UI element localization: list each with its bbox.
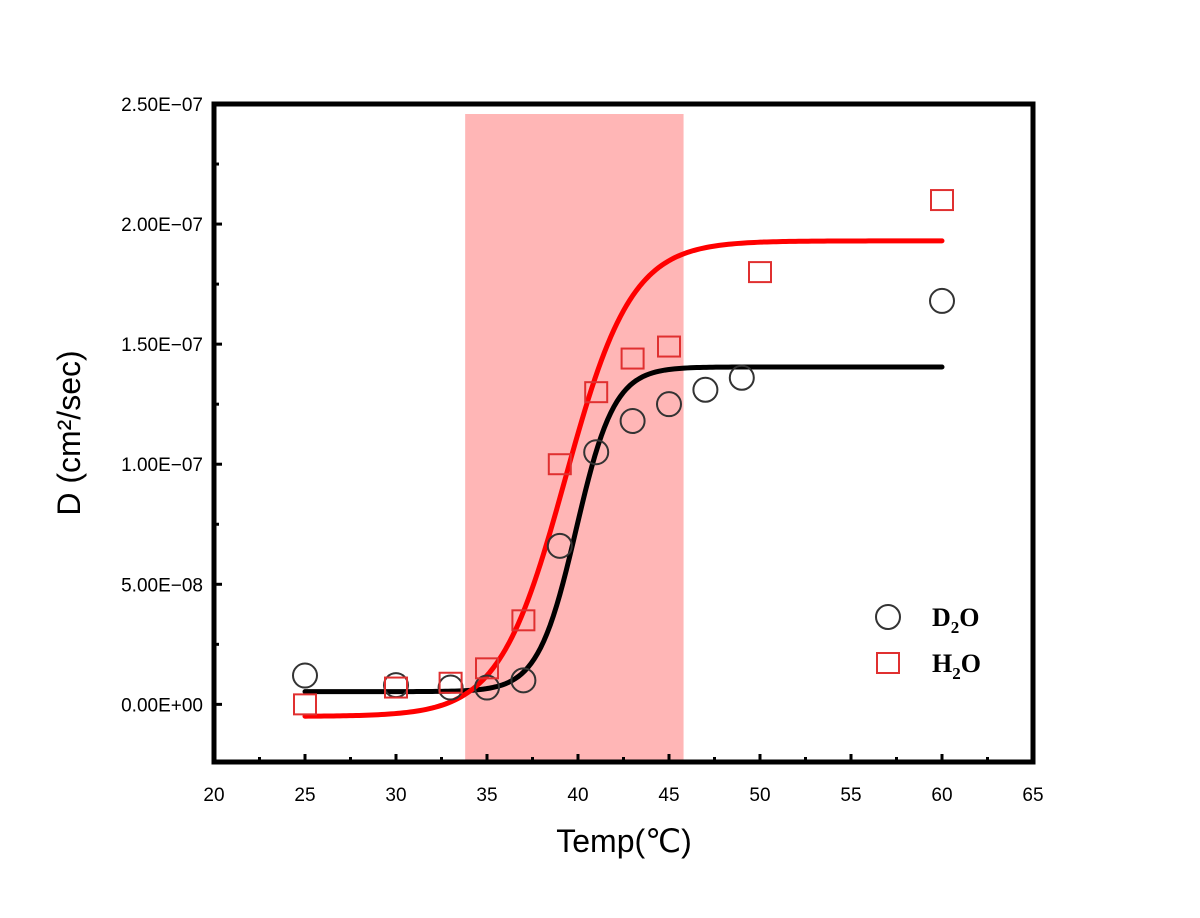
y-tick-label: 1.50E−07 xyxy=(121,335,203,356)
data-point-series-1 xyxy=(929,287,955,314)
y-tick-label: 2.00E−07 xyxy=(121,215,203,236)
data-point-series-2 xyxy=(511,609,536,632)
x-tick-label: 65 xyxy=(1022,785,1043,806)
x-tick-label: 40 xyxy=(567,785,588,806)
data-point-series-1 xyxy=(583,439,610,466)
data-point-series-1 xyxy=(619,407,646,434)
x-tick-label: 20 xyxy=(203,785,224,806)
data-point-series-1 xyxy=(437,674,464,701)
fit-curve-2 xyxy=(302,238,945,719)
data-point-series-2 xyxy=(293,693,317,716)
legend-label-sub: 2 xyxy=(952,664,961,683)
data-point-series-2 xyxy=(584,381,609,404)
data-point-series-1 xyxy=(692,376,719,403)
data-point-series-1 xyxy=(656,391,682,418)
data-point-series-2 xyxy=(475,657,499,680)
legend-marker-circle xyxy=(875,604,901,630)
x-tick-label: 45 xyxy=(658,785,679,806)
legend-label: H2O xyxy=(932,649,981,683)
data-point-series-1 xyxy=(546,532,573,559)
x-tick-label: 25 xyxy=(294,785,315,806)
data-point-series-2 xyxy=(657,335,681,358)
x-tick-label: 60 xyxy=(931,785,952,806)
y-axis-title: D (cm²/sec) xyxy=(51,350,87,515)
x-tick-label: 50 xyxy=(749,785,770,806)
legend-label-tail: O xyxy=(959,603,979,632)
x-tick-label: 55 xyxy=(840,785,861,806)
legend-label-main: D xyxy=(932,603,951,632)
y-tick-label: 5.00E−08 xyxy=(121,575,203,596)
x-axis-title: Temp(℃) xyxy=(556,823,692,859)
data-point-series-1 xyxy=(474,674,500,701)
data-point-series-2 xyxy=(748,261,772,284)
y-tick-label: 2.50E−07 xyxy=(121,95,203,116)
fit-curve-1 xyxy=(302,364,945,695)
data-point-series-2 xyxy=(384,676,408,699)
legend-marker-square xyxy=(876,652,900,674)
y-tick-label: 0.00E+00 xyxy=(121,695,203,716)
legend-label-tail: O xyxy=(961,649,981,678)
data-point-series-1 xyxy=(728,364,755,391)
x-tick-label: 35 xyxy=(476,785,497,806)
legend-label-sub: 2 xyxy=(951,618,960,637)
x-tick-label: 30 xyxy=(385,785,406,806)
data-point-series-2 xyxy=(930,189,954,212)
y-tick-label: 1.00E−07 xyxy=(121,455,203,476)
data-point-series-2 xyxy=(620,347,645,370)
data-point-series-2 xyxy=(438,671,463,694)
data-point-series-1 xyxy=(292,662,318,689)
data-point-series-1 xyxy=(510,667,537,694)
data-point-series-2 xyxy=(547,453,572,476)
legend-label-main: H xyxy=(932,649,952,678)
legend-label: D2O xyxy=(932,603,980,637)
